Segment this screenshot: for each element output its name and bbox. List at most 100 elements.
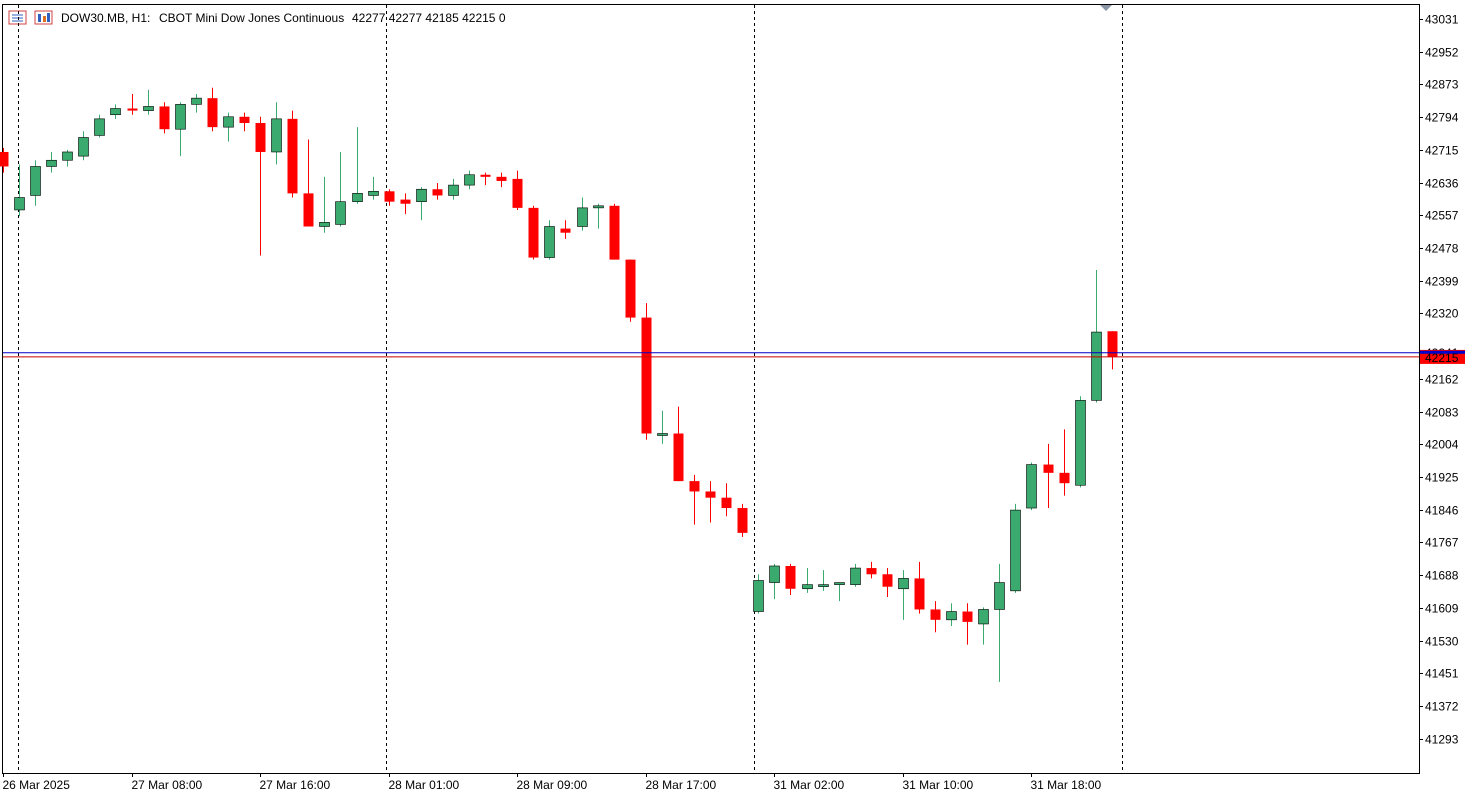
y-tick-label: 41293 — [1425, 733, 1459, 747]
symbol-label: DOW30.MB, H1: — [61, 11, 150, 25]
bull-candle — [769, 563, 780, 600]
candle-body — [223, 116, 234, 128]
bull-candle — [368, 176, 379, 200]
candle-body — [978, 609, 989, 625]
x-tick-label: 31 Mar 02:00 — [774, 778, 845, 792]
candle-body — [0, 151, 9, 167]
candle-body — [255, 122, 266, 152]
bear-candle — [737, 503, 748, 538]
candle-body — [785, 565, 796, 589]
candle-body — [432, 189, 443, 196]
candle-body — [625, 259, 636, 318]
bear-candle — [400, 193, 411, 215]
candle-body — [834, 582, 845, 585]
price-axis[interactable]: 43031 42952 42873 42794 42715 42636 42557 42478… — [1419, 13, 1459, 747]
x-tick-label: 28 Mar 17:00 — [646, 778, 717, 792]
candle-body — [143, 106, 154, 111]
candle-body — [78, 137, 89, 157]
bull-candle — [352, 127, 363, 204]
candle-body — [287, 118, 298, 194]
bear-candle — [127, 94, 138, 115]
bear-candle — [496, 172, 507, 188]
bear-candle — [1059, 429, 1070, 496]
bear-candle — [1043, 443, 1054, 509]
bull-candle — [14, 164, 25, 217]
candle-body — [30, 166, 41, 196]
time-axis[interactable]: 26 Mar 2025 27 Mar 08:00 27 Mar 16:00 28 Ma… — [3, 773, 1102, 792]
y-tick-label: 41609 — [1425, 602, 1459, 616]
bear-candle — [560, 220, 571, 239]
candle-body — [14, 197, 25, 211]
y-tick-label: 42004 — [1425, 438, 1459, 452]
bull-candle — [62, 149, 73, 167]
bull-candle — [946, 603, 957, 627]
bear-candle — [0, 147, 9, 173]
bear-candle — [721, 483, 732, 517]
bear-candle — [689, 474, 700, 525]
y-tick-label: 42399 — [1425, 275, 1459, 289]
bull-candle — [335, 151, 346, 227]
candles — [0, 87, 1118, 682]
y-tick-label: 42873 — [1425, 78, 1459, 92]
candle-body — [560, 228, 571, 233]
candle-body — [400, 199, 411, 204]
candle-body — [384, 191, 395, 202]
candle-body — [946, 611, 957, 621]
y-tick-label: 42636 — [1425, 177, 1459, 191]
bear-candle — [239, 112, 250, 132]
bull-candle — [850, 563, 861, 587]
price-tag-text: 42215 — [1425, 351, 1459, 365]
plot-area[interactable] — [2, 4, 1420, 774]
x-tick-label: 28 Mar 09:00 — [517, 778, 588, 792]
bear-candle — [930, 601, 941, 633]
bull-candle — [898, 570, 909, 620]
bull-candle — [657, 410, 668, 444]
candle-body — [1043, 464, 1054, 473]
candle-body — [448, 184, 459, 196]
bear-candle — [512, 170, 523, 210]
bull-candle — [110, 104, 121, 119]
bull-candle — [593, 203, 604, 229]
current-price-tag: 42241 42215 — [1420, 346, 1465, 365]
y-tick-label: 41767 — [1425, 536, 1459, 550]
candle-body — [191, 97, 202, 105]
candle-body — [737, 508, 748, 533]
bear-candle — [962, 603, 973, 645]
candle-body — [930, 609, 941, 620]
bear-candle — [207, 87, 218, 132]
candle-body — [544, 226, 555, 258]
candle-body — [207, 98, 218, 128]
y-tick-label: 41451 — [1425, 667, 1459, 681]
candle-body — [335, 201, 346, 225]
bear-candle — [287, 110, 298, 198]
candle-body — [705, 491, 716, 498]
bull-candle — [416, 187, 427, 221]
bull-candle — [448, 178, 459, 200]
candle-body — [818, 584, 829, 587]
bull-candle — [802, 568, 813, 593]
y-tick-label: 42952 — [1425, 46, 1459, 60]
candle-body — [1010, 509, 1021, 592]
bull-candle — [834, 582, 845, 602]
candle-body — [368, 191, 379, 196]
x-tick-label: 27 Mar 16:00 — [260, 778, 331, 792]
y-tick-label: 41372 — [1425, 700, 1459, 714]
y-tick-label: 43031 — [1425, 13, 1459, 27]
bull-candle — [994, 563, 1005, 682]
x-tick-label: 28 Mar 01:00 — [389, 778, 460, 792]
candle-body — [802, 584, 813, 590]
x-tick-label: 31 Mar 18:00 — [1031, 778, 1102, 792]
candle-body — [882, 574, 893, 587]
candle-body — [657, 433, 668, 436]
candle-body — [673, 433, 684, 482]
candle-body — [1075, 400, 1086, 486]
candle-body — [994, 582, 1005, 610]
bull-candle — [271, 102, 282, 165]
candle-body — [1059, 472, 1070, 484]
bear-candle — [785, 563, 796, 595]
chart-shift-marker-icon[interactable] — [1100, 5, 1112, 11]
y-tick-label: 42478 — [1425, 242, 1459, 256]
bear-candle — [432, 183, 443, 200]
bull-candle — [30, 160, 41, 206]
